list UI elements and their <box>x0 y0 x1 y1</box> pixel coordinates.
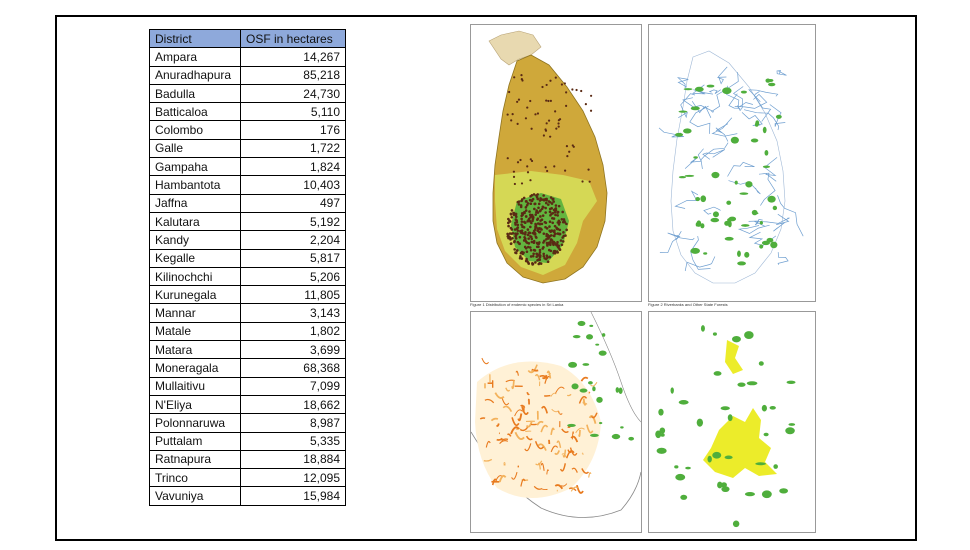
district-cell: Puttalam <box>149 431 241 451</box>
osf-value-cell: 1,802 <box>240 321 346 342</box>
district-cell: Batticaloa <box>149 102 241 122</box>
osf-value-cell: 18,662 <box>240 394 346 415</box>
district-cell: Mannar <box>149 303 241 323</box>
district-cell: Polonnaruwa <box>149 413 241 433</box>
table-row: Vavuniya 15,984 <box>149 486 346 506</box>
map-endemic-species <box>470 24 642 302</box>
map2-caption: Figure 2 Riverbanks and Other State Fore… <box>648 302 728 307</box>
map4-yellow-zone <box>703 408 777 478</box>
table-row: Matale 1,802 <box>149 321 346 342</box>
osf-value-cell: 7,099 <box>240 376 346 396</box>
column-header-osf: OSF in hectares <box>240 28 346 49</box>
district-cell: Vavuniya <box>149 486 241 506</box>
osf-value-cell: 18,884 <box>240 449 346 470</box>
osf-value-cell: 5,192 <box>240 211 346 232</box>
map2-forest-patches <box>675 78 782 266</box>
table-row: Kegalle 5,817 <box>149 248 346 268</box>
district-cell: Kandy <box>149 230 241 250</box>
district-cell: Gampaha <box>149 157 241 177</box>
osf-value-cell: 11,805 <box>240 285 346 305</box>
osf-value-cell: 12,095 <box>240 468 346 488</box>
osf-value-cell: 85,218 <box>240 65 346 85</box>
map-riverbanks-forests <box>648 24 816 302</box>
district-cell: Hambantota <box>149 175 241 195</box>
osf-value-cell: 497 <box>240 193 346 213</box>
district-cell: Anuradhapura <box>149 65 241 85</box>
table-row: Mannar 3,143 <box>149 303 346 323</box>
table-row: Batticaloa 5,110 <box>149 102 346 122</box>
table-row: Anuradhapura 85,218 <box>149 65 346 85</box>
district-cell: Badulla <box>149 83 241 104</box>
table-row: Polonnaruwa 8,987 <box>149 413 346 433</box>
map-yellow-detail <box>648 311 816 533</box>
district-cell: Moneragala <box>149 358 241 378</box>
table-row: Moneragala 68,368 <box>149 358 346 378</box>
table-row: Kalutara 5,192 <box>149 211 346 232</box>
table-row: Trinco 12,095 <box>149 468 346 488</box>
map3-orange-strokes <box>479 357 598 494</box>
osf-value-cell: 3,143 <box>240 303 346 323</box>
table-header-row: District OSF in hectares <box>149 28 346 49</box>
district-cell: Kurunegala <box>149 285 241 305</box>
osf-value-cell: 5,335 <box>240 431 346 451</box>
osf-value-cell: 10,403 <box>240 175 346 195</box>
district-cell: Kilinochchi <box>149 266 241 287</box>
district-cell: N'Eliya <box>149 394 241 415</box>
osf-value-cell: 24,730 <box>240 83 346 104</box>
map-orange-detail <box>470 311 642 533</box>
district-cell: Trinco <box>149 468 241 488</box>
map1-species-dots <box>506 73 593 266</box>
district-cell: Mullaitivu <box>149 376 241 396</box>
map3-coastline-east <box>590 312 641 423</box>
slide-frame: District OSF in hectares Ampara 14,267 Anu… <box>55 15 917 541</box>
district-cell: Kegalle <box>149 248 241 268</box>
table-row: Hambantota 10,403 <box>149 175 346 195</box>
osf-value-cell: 5,206 <box>240 266 346 287</box>
table-row: Gampaha 1,824 <box>149 157 346 177</box>
table-row: Puttalam 5,335 <box>149 431 346 451</box>
district-cell: Ratnapura <box>149 449 241 470</box>
table-row: Kurunegala 11,805 <box>149 285 346 305</box>
table-row: Jaffna 497 <box>149 193 346 213</box>
osf-value-cell: 5,110 <box>240 102 346 122</box>
district-cell: Kalutara <box>149 211 241 232</box>
table-row: N'Eliya 18,662 <box>149 394 346 415</box>
district-cell: Colombo <box>149 120 241 140</box>
district-cell: Ampara <box>149 47 241 67</box>
osf-value-cell: 5,817 <box>240 248 346 268</box>
osf-value-cell: 176 <box>240 120 346 140</box>
osf-value-cell: 68,368 <box>240 358 346 378</box>
osf-value-cell: 8,987 <box>240 413 346 433</box>
district-cell: Jaffna <box>149 193 241 213</box>
osf-value-cell: 1,722 <box>240 138 346 159</box>
osf-value-cell: 1,824 <box>240 157 346 177</box>
map4-yellow-patch <box>725 340 743 374</box>
osf-table: District OSF in hectares Ampara 14,267 Anu… <box>149 28 346 506</box>
district-cell: Galle <box>149 138 241 159</box>
table-row: Colombo 176 <box>149 120 346 140</box>
table-row: Ampara 14,267 <box>149 47 346 67</box>
osf-value-cell: 15,984 <box>240 486 346 506</box>
table-row: Kilinochchi 5,206 <box>149 266 346 287</box>
district-cell: Matara <box>149 340 241 360</box>
column-header-district: District <box>149 28 241 49</box>
table-row: Matara 3,699 <box>149 340 346 360</box>
map1-peninsula-shape <box>488 30 542 66</box>
district-cell: Matale <box>149 321 241 342</box>
osf-table-body: Ampara 14,267 Anuradhapura 85,218 Badulla 24,… <box>149 47 346 506</box>
osf-value-cell: 14,267 <box>240 47 346 67</box>
table-row: Mullaitivu 7,099 <box>149 376 346 396</box>
table-row: Galle 1,722 <box>149 138 346 159</box>
table-row: Kandy 2,204 <box>149 230 346 250</box>
map4-forest-patches <box>655 325 796 528</box>
table-row: Ratnapura 18,884 <box>149 449 346 470</box>
table-row: Badulla 24,730 <box>149 83 346 104</box>
osf-value-cell: 3,699 <box>240 340 346 360</box>
map3-forest-patches <box>567 320 635 441</box>
osf-value-cell: 2,204 <box>240 230 346 250</box>
map1-caption: Figure 1 Distribution of endemic species… <box>470 302 564 307</box>
